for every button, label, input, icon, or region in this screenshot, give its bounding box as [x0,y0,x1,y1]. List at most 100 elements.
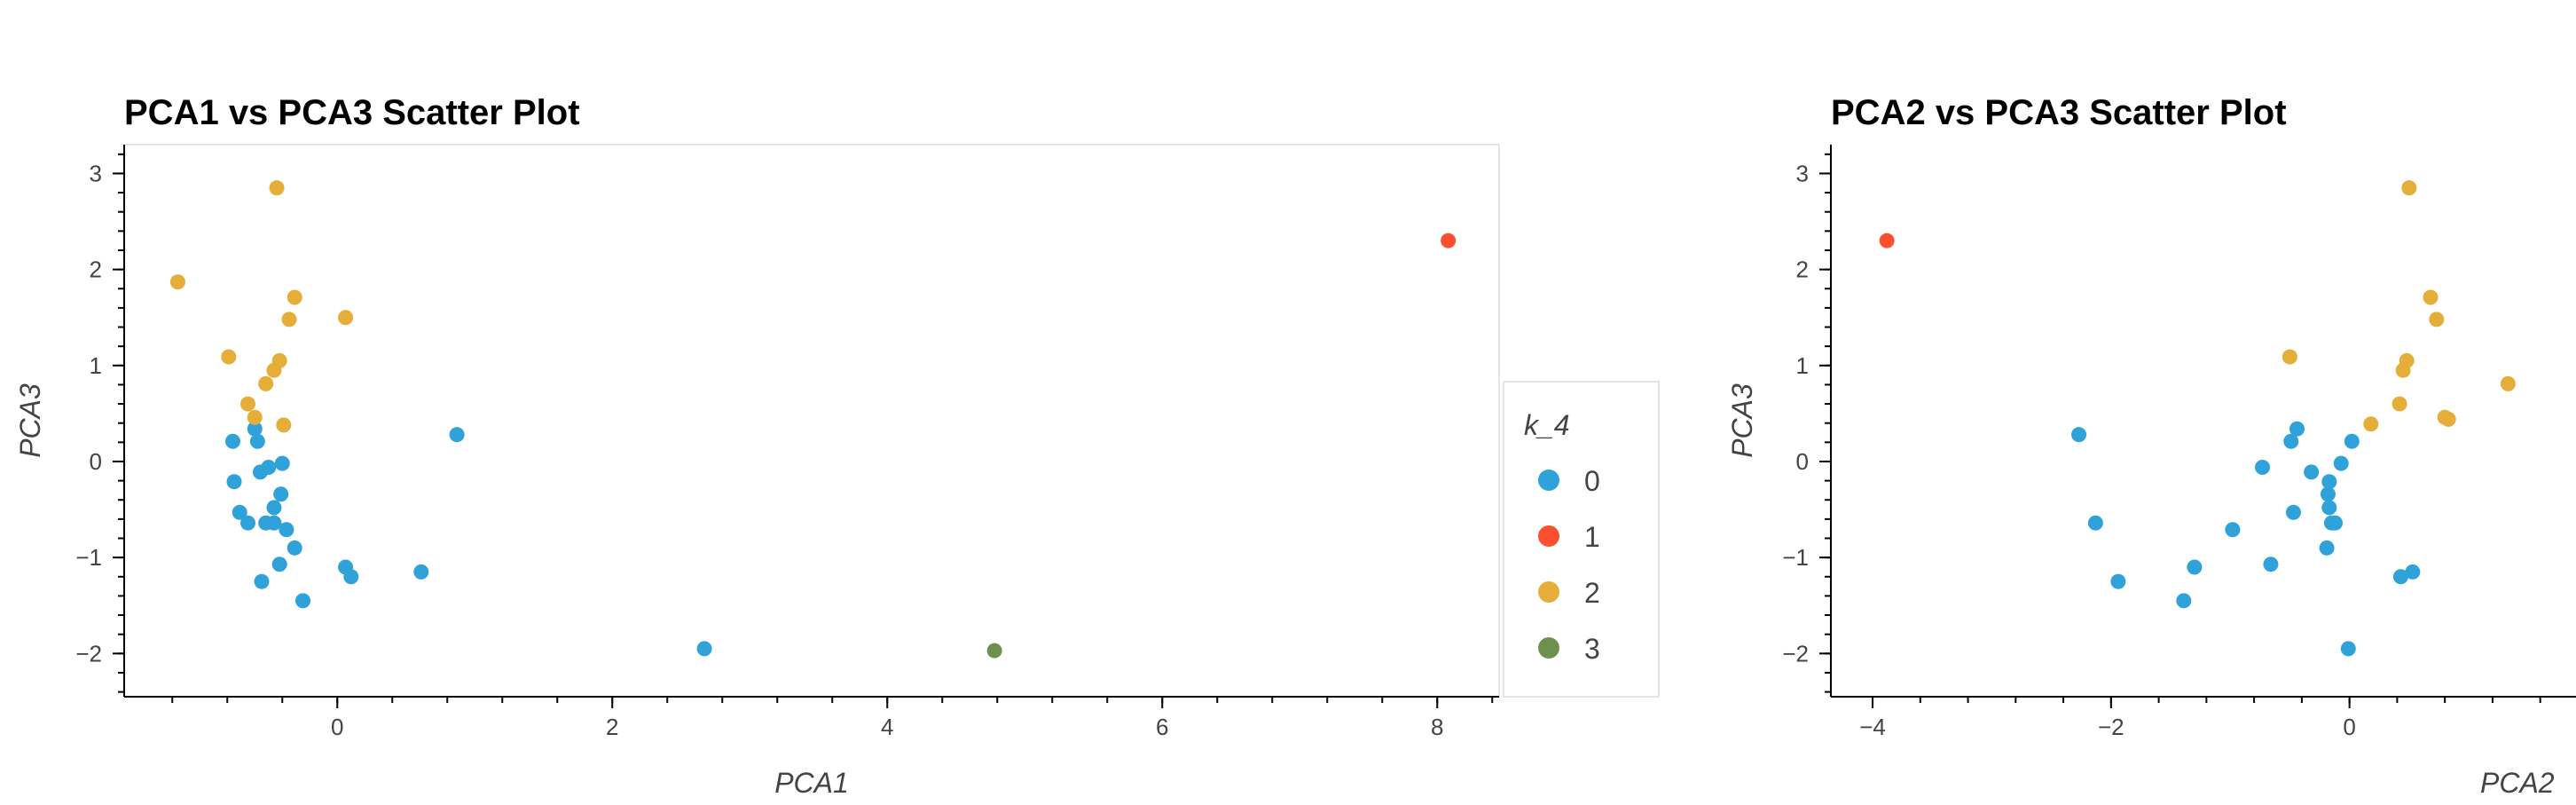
scatter-point-cluster-1[interactable] [1879,233,1895,249]
scatter-point-cluster-0[interactable] [2283,433,2299,449]
x-tick-label: 8 [1431,714,1443,740]
legend-label-3: 3 [1584,633,1600,665]
y-tick-label: 2 [90,256,102,283]
scatter-point-cluster-0[interactable] [2319,540,2335,556]
y-axis-label: PCA3 [14,383,46,458]
scatter-point-cluster-2[interactable] [2401,180,2417,196]
scatter-point-cluster-0[interactable] [273,486,289,502]
scatter-point-cluster-2[interactable] [240,396,255,412]
x-tick-label: 6 [1156,714,1168,740]
scatter-point-cluster-2[interactable] [221,349,237,365]
scatter-point-cluster-0[interactable] [287,540,302,556]
scatter-point-cluster-1[interactable] [1441,233,1457,249]
scatter-point-cluster-3[interactable] [986,643,1002,659]
y-tick-label: 0 [1796,448,1809,475]
plot-title: PCA1 vs PCA3 Scatter Plot [124,93,580,132]
scatter-point-cluster-0[interactable] [2344,433,2360,449]
scatter-point-cluster-0[interactable] [279,522,295,538]
scatter-point-cluster-0[interactable] [224,433,240,449]
legend-marker-3 [1538,637,1559,659]
scatter-point-cluster-0[interactable] [2255,459,2271,475]
scatter-point-cluster-0[interactable] [696,641,712,657]
scatter-point-cluster-0[interactable] [2405,564,2421,580]
scatter-point-cluster-0[interactable] [266,515,282,531]
scatter-point-cluster-0[interactable] [249,433,265,449]
y-tick-label: 3 [1796,160,1809,186]
scatter-point-cluster-0[interactable] [2285,504,2301,520]
y-tick-label: 1 [1796,352,1809,379]
scatter-point-cluster-0[interactable] [2176,593,2192,609]
scatter-point-cluster-2[interactable] [2281,349,2297,365]
scatter-point-cluster-0[interactable] [240,515,255,531]
scatter-point-cluster-0[interactable] [2392,569,2408,585]
scatter-point-cluster-0[interactable] [449,427,465,443]
legend-item-1[interactable]: 1 [1538,521,1600,553]
legend-item-2[interactable]: 2 [1538,577,1600,609]
scatter-point-cluster-2[interactable] [338,310,354,326]
scatter-point-cluster-0[interactable] [254,573,270,589]
y-tick-label: −1 [75,544,102,571]
legend-marker-2 [1538,581,1559,603]
scatter-point-cluster-0[interactable] [2087,515,2103,531]
legend-marker-1 [1538,525,1559,547]
y-tick-label: −2 [75,640,102,667]
x-tick-label: −2 [2098,714,2124,740]
scatter-point-cluster-2[interactable] [2440,411,2456,427]
legend-item-3[interactable]: 3 [1538,633,1600,665]
scatter-point-cluster-2[interactable] [287,289,302,305]
scatter-point-cluster-2[interactable] [247,409,263,425]
scatter-point-cluster-0[interactable] [2321,500,2337,516]
scatter-point-cluster-0[interactable] [2225,522,2241,538]
scatter-point-cluster-0[interactable] [2110,573,2126,589]
x-tick-label: 0 [331,714,343,740]
scatter-point-cluster-0[interactable] [2333,455,2349,471]
scatter-point-cluster-0[interactable] [2320,486,2336,502]
scatter-point-cluster-0[interactable] [2304,464,2320,480]
scatter-point-cluster-0[interactable] [2289,421,2305,437]
scatter-point-cluster-0[interactable] [295,593,310,609]
x-tick-label: 0 [2343,714,2355,740]
scatter-point-cluster-2[interactable] [269,180,285,196]
scatter-point-cluster-2[interactable] [2363,416,2379,432]
scatter-point-cluster-0[interactable] [2340,641,2356,657]
scatter-point-cluster-0[interactable] [274,455,290,471]
scatter-point-cluster-2[interactable] [258,375,274,391]
x-axis-label: PCA2 [2480,767,2555,799]
x-tick-label: 2 [606,714,618,740]
scatter-point-cluster-0[interactable] [261,459,277,475]
scatter-point-cluster-0[interactable] [232,504,247,520]
y-tick-label: 0 [90,448,102,475]
scatter-plot-pca1-pca3: PCA1 vs PCA3 Scatter Plot PCA1 PCA3 0 2 4 6… [14,93,1500,799]
scatter-point-cluster-2[interactable] [2429,312,2445,328]
y-tick-label: 3 [90,160,102,186]
scatter-point-cluster-0[interactable] [271,556,287,572]
scatter-point-cluster-0[interactable] [226,474,242,490]
scatter-point-cluster-2[interactable] [169,274,185,290]
x-tick-label: −4 [1859,714,1886,740]
scatter-point-cluster-2[interactable] [2391,396,2407,412]
scatter-point-cluster-2[interactable] [2423,289,2439,305]
scatter-point-cluster-2[interactable] [281,312,297,328]
legend-item-0[interactable]: 0 [1538,465,1600,497]
plot-frame [123,144,1500,698]
y-tick-label: 2 [1796,256,1809,283]
scatter-point-cluster-2[interactable] [2395,362,2411,378]
scatter-point-cluster-0[interactable] [413,564,429,580]
scatter-point-cluster-0[interactable] [343,569,359,585]
scatter-point-cluster-0[interactable] [2071,427,2087,443]
scatter-point-cluster-0[interactable] [247,421,263,437]
y-tick-label: 1 [90,352,102,379]
scatter-point-cluster-0[interactable] [2323,515,2339,531]
scatter-point-cluster-0[interactable] [2187,559,2203,575]
scatter-point-cluster-0[interactable] [2263,556,2279,572]
scatter-point-cluster-2[interactable] [266,362,282,378]
x-tick-label: 4 [881,714,893,740]
scatter-point-cluster-2[interactable] [2500,375,2516,391]
legend-label-0: 0 [1584,465,1600,497]
x-axis-label: PCA1 [774,767,849,799]
y-tick-label: −1 [1782,544,1809,571]
scatter-point-cluster-2[interactable] [276,417,292,433]
scatter-point-cluster-0[interactable] [2321,474,2337,490]
legend-label-2: 2 [1584,577,1600,609]
scatter-point-cluster-0[interactable] [266,500,282,516]
